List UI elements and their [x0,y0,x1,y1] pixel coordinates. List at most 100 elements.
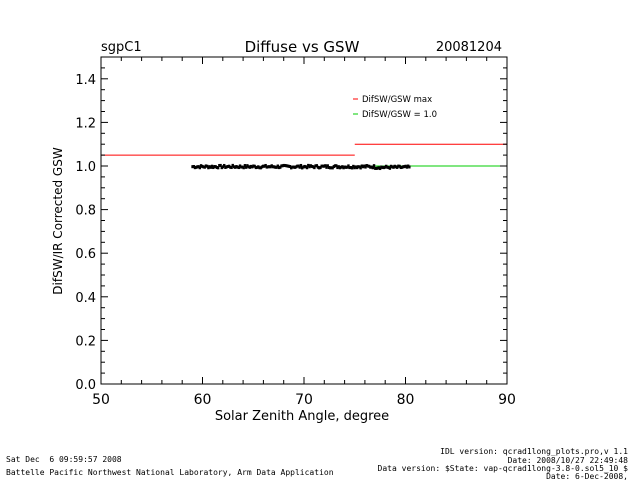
data-point [347,164,350,168]
data-point [297,164,300,168]
data-point [327,166,331,170]
data-point [363,164,366,168]
data-point [203,165,206,169]
data-point [358,165,361,169]
data-point [402,165,405,169]
y-tick-label: 0.6 [75,247,96,262]
data-point [227,164,231,168]
data-point [198,166,202,170]
data-point [299,163,303,167]
data-point [219,163,222,167]
data-point [343,165,346,169]
data-point [249,164,253,168]
data-point [308,165,311,169]
data-point [294,165,298,169]
data-point [336,166,339,170]
plot-area [101,143,507,171]
data-point [263,164,266,168]
data-point [374,166,377,170]
data-point [244,165,248,169]
station-label: sgpC1 [101,40,142,55]
data-point [342,166,345,170]
data-point [223,163,226,167]
data-point [197,165,200,169]
data-point [208,165,211,169]
data-point [248,165,251,169]
data-point [296,164,299,168]
x-tick-label: 50 [92,392,110,408]
data-point [326,164,329,168]
data-point [387,166,390,170]
y-tick-label: 0.8 [75,204,96,219]
data-point [201,164,204,168]
data-point [288,165,292,169]
data-point [321,164,325,168]
data-point [408,165,411,169]
data-point [240,165,243,169]
data-point [280,164,283,168]
data-point [257,165,260,169]
footer-data-version: Data version: $State: vap-qcrad1long-3.8… [377,464,628,473]
data-point [365,164,368,168]
x-tick-label: 60 [194,392,212,408]
data-point [251,165,254,169]
y-tick-label: 1.4 [75,73,96,88]
data-point [242,166,245,170]
data-point [315,164,318,168]
data-point [277,166,281,170]
data-point [393,164,396,168]
data-point [399,166,403,170]
data-point [386,165,389,169]
data-point [274,165,277,169]
data-point [192,164,195,168]
data-point [213,164,216,168]
data-point [302,165,305,169]
data-point [367,164,371,168]
data-point [207,166,210,170]
data-point [364,165,367,169]
data-point [205,164,209,168]
data-point [394,165,398,169]
y-tick-label: 1.0 [75,160,96,175]
data-point [370,165,373,169]
data-point [300,166,304,170]
data-point [199,164,203,168]
data-point [247,165,250,169]
data-point [220,166,223,170]
data-point [325,165,328,169]
data-point [191,165,194,169]
data-point [212,166,215,170]
data-point [339,165,343,169]
data-point [235,165,238,169]
data-point [243,164,247,168]
data-point [331,166,334,170]
y-tick-label: 1.2 [75,116,96,131]
data-point [261,164,265,168]
chart-title: Diffuse vs GSW [245,38,360,56]
data-point [255,165,259,169]
data-point [383,165,387,169]
data-point [229,165,232,169]
data-point [371,166,375,170]
data-point [195,165,198,169]
data-point [265,165,269,169]
data-point [309,164,312,168]
data-point [221,165,225,169]
data-point [298,165,301,169]
data-point [398,164,401,168]
data-point [241,165,244,169]
data-point [264,163,267,167]
data-point [196,165,199,169]
data-point [232,165,236,169]
data-point [389,164,393,168]
data-point [349,166,353,170]
data-point [403,165,406,169]
data-point [204,164,208,168]
data-point [377,166,381,170]
data-point [275,165,278,169]
data-point [378,167,382,171]
data-point [361,165,365,169]
data-point [202,165,205,169]
data-point [320,164,323,168]
data-point [332,165,336,169]
